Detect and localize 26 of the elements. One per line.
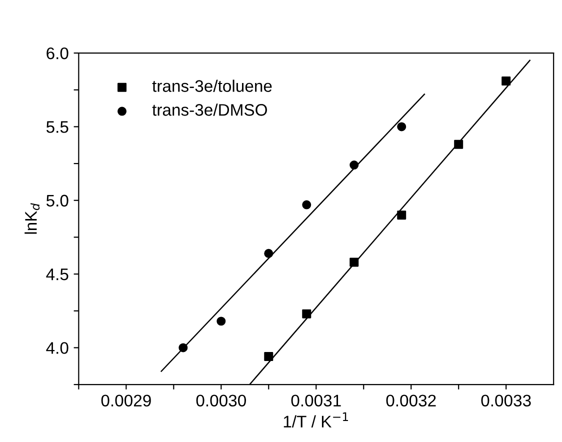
x-axis-title: 1/T / K$^{−1}$ xyxy=(284,412,348,428)
point xyxy=(502,76,511,86)
y-axis-title: lnK$_{d}$ xyxy=(24,203,40,234)
point xyxy=(350,258,359,267)
y-tick-label: 5.5 xyxy=(46,121,68,133)
x-tick-label: 0.0031 xyxy=(291,394,341,407)
point xyxy=(397,122,406,132)
point xyxy=(178,343,188,352)
x-tick-label: 0.0029 xyxy=(101,394,151,407)
point xyxy=(216,316,226,326)
y-tick-label: 6.0 xyxy=(46,47,68,60)
legend-label: trans-3e/DMSO xyxy=(152,104,267,116)
point xyxy=(454,140,464,149)
x-tick-label: 0.0030 xyxy=(196,394,246,407)
point xyxy=(302,309,312,318)
point xyxy=(302,200,312,210)
x-tick-label: 0.0032 xyxy=(386,394,436,407)
y-tick-label: 5.0 xyxy=(46,194,68,207)
x-tick-label: 0.0033 xyxy=(481,394,531,407)
point xyxy=(397,210,406,220)
point xyxy=(264,352,274,362)
legend-label: trans-3e/toluene xyxy=(152,80,272,92)
point xyxy=(350,160,359,170)
y-tick-label: 4.0 xyxy=(46,342,68,354)
y-tick-label: 4.5 xyxy=(46,268,68,280)
point xyxy=(264,248,274,258)
